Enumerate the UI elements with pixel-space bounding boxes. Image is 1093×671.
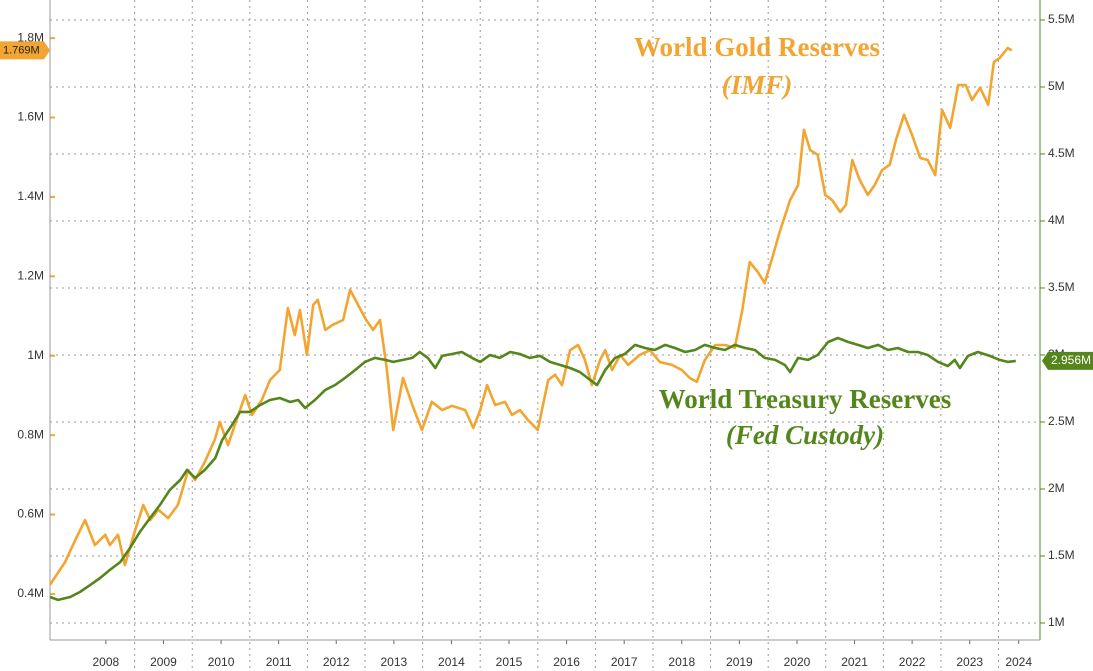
- y2-tick-label: 2M: [1048, 481, 1065, 495]
- y2-tick-label: 5M: [1048, 79, 1065, 93]
- end-tag: [0, 41, 50, 60]
- x-tick-label: 2022: [899, 655, 926, 669]
- end-tag: [1042, 351, 1093, 370]
- y2-tick-label: 5.5M: [1048, 12, 1075, 26]
- y-tick-label: 1.6M: [17, 110, 44, 124]
- y-tick-label: 1.8M: [17, 30, 44, 44]
- x-tick-label: 2018: [668, 655, 695, 669]
- x-tick-label: 2019: [726, 655, 753, 669]
- x-tick-label: 2014: [438, 655, 465, 669]
- annotation: (IMF): [722, 70, 793, 100]
- annotation: World Treasury Reserves: [659, 384, 951, 414]
- x-tick-label: 2012: [323, 655, 350, 669]
- x-tick-label: 2011: [266, 655, 292, 669]
- x-tick-label: 2017: [611, 655, 638, 669]
- y-tick-label: 1.4M: [17, 189, 44, 203]
- end-label: 2.956M: [1051, 353, 1091, 367]
- x-tick-label: 2016: [553, 655, 580, 669]
- x-tick-label: 2013: [380, 655, 407, 669]
- y2-tick-label: 1.5M: [1048, 548, 1075, 562]
- x-tick-label: 2008: [93, 655, 120, 669]
- y-tick-label: 1.2M: [17, 268, 44, 282]
- end-label: 1.769M: [3, 44, 40, 56]
- annotation: (Fed Custody): [726, 420, 884, 450]
- series-line: [48, 46, 1013, 586]
- x-tick-label: 2021: [841, 655, 868, 669]
- y-tick-label: 0.8M: [17, 427, 44, 441]
- y-tick-label: 0.4M: [17, 586, 44, 600]
- x-tick-label: 2009: [150, 655, 177, 669]
- y-tick-label: 0.6M: [17, 507, 44, 521]
- y2-tick-label: 4.5M: [1048, 146, 1075, 160]
- x-tick-label: 2015: [496, 655, 523, 669]
- annotation: World Gold Reserves: [634, 32, 880, 62]
- x-tick-label: 2010: [208, 655, 235, 669]
- y2-tick-label: 3.5M: [1048, 280, 1075, 294]
- x-tick-label: 2024: [1005, 655, 1032, 669]
- series-line: [49, 336, 1016, 602]
- x-tick-label: 2023: [956, 655, 983, 669]
- y-tick-label: 1M: [27, 348, 44, 362]
- y2-tick-label: 1M: [1048, 615, 1065, 629]
- x-tick-label: 2020: [784, 655, 811, 669]
- y2-tick-label: 2.5M: [1048, 414, 1075, 428]
- y2-tick-label: 4M: [1048, 213, 1065, 227]
